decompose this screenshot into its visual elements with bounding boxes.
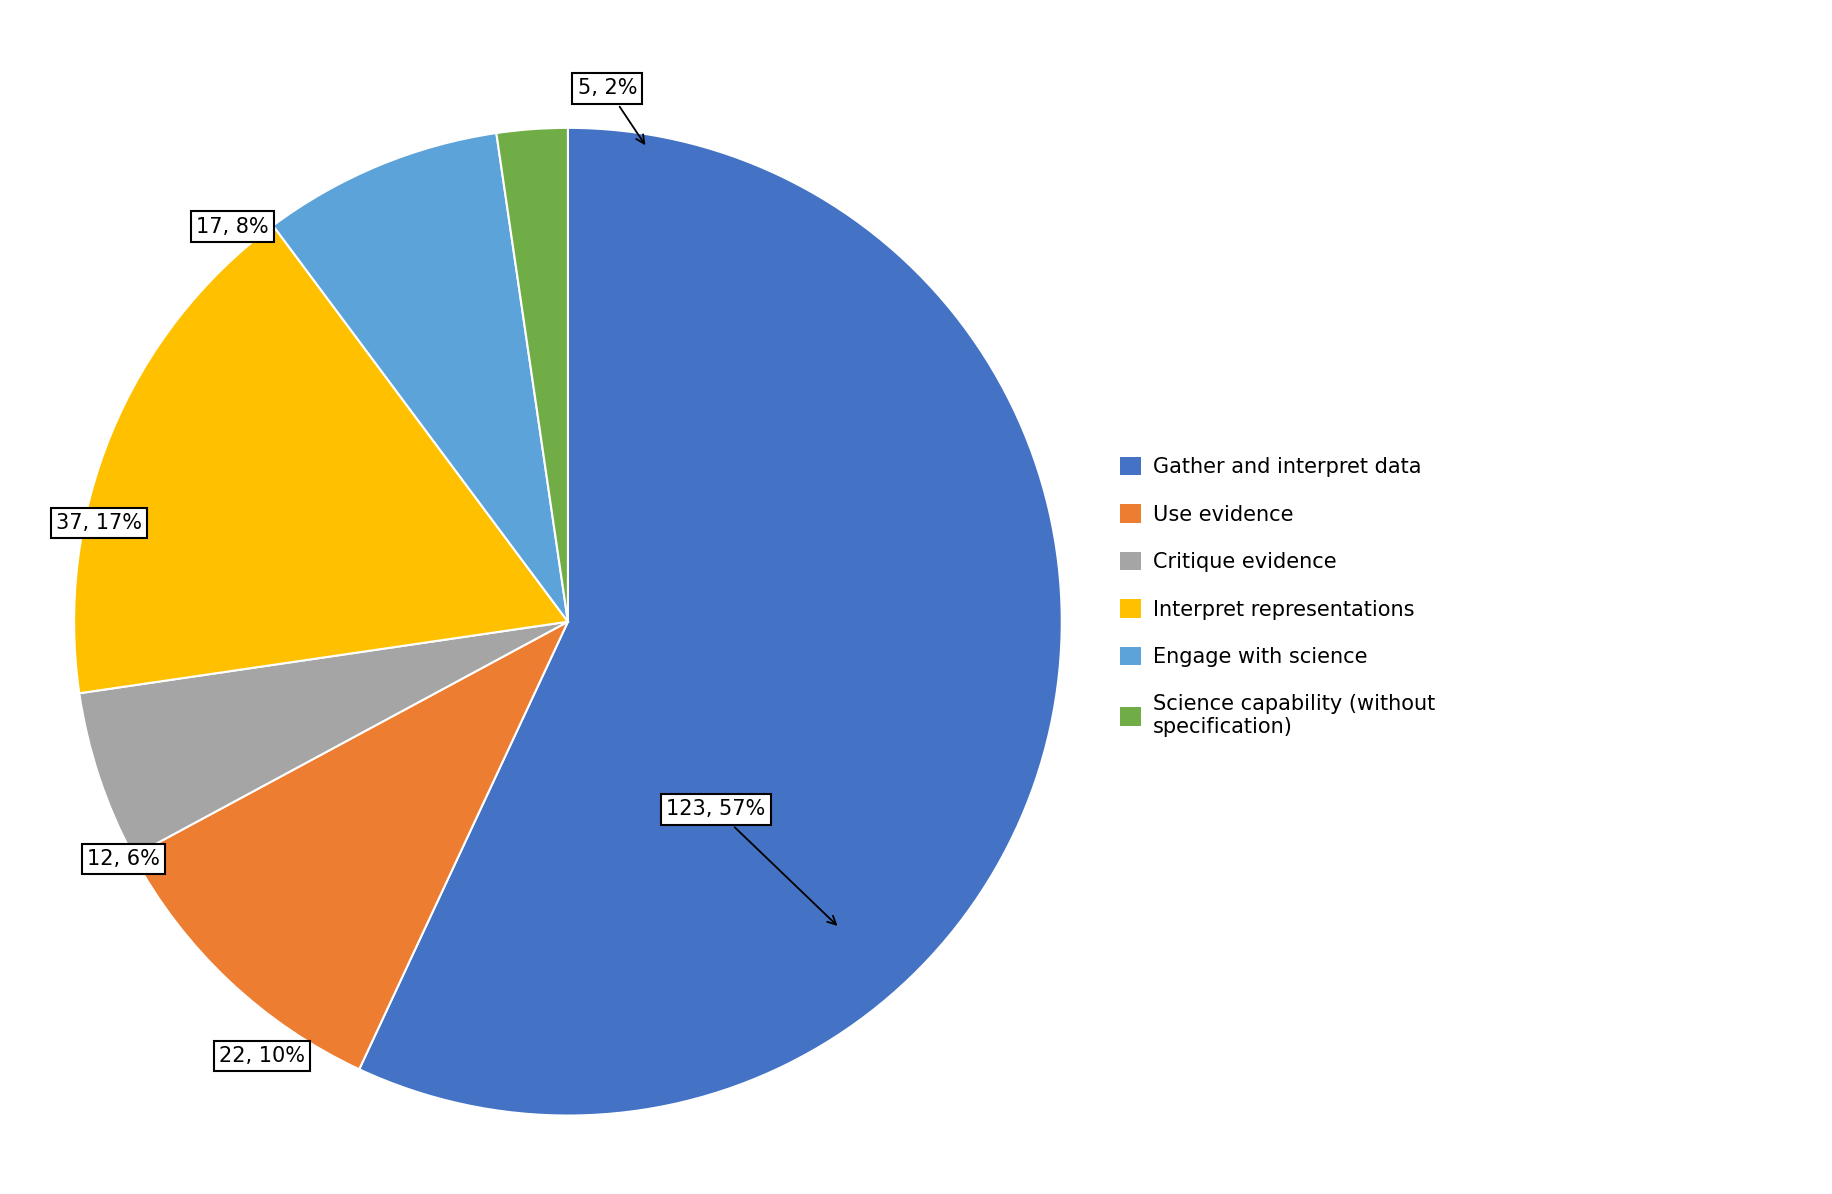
Text: 37, 17%: 37, 17% <box>55 513 141 533</box>
Text: 5, 2%: 5, 2% <box>577 79 645 143</box>
Wedge shape <box>359 128 1063 1115</box>
Text: 12, 6%: 12, 6% <box>88 849 159 869</box>
Text: 22, 10%: 22, 10% <box>218 1046 304 1066</box>
Wedge shape <box>134 622 568 1070</box>
Wedge shape <box>496 128 568 622</box>
Legend: Gather and interpret data, Use evidence, Critique evidence, Interpret representa: Gather and interpret data, Use evidence,… <box>1112 448 1444 746</box>
Text: 17, 8%: 17, 8% <box>196 216 269 236</box>
Wedge shape <box>273 133 568 622</box>
Wedge shape <box>79 622 568 856</box>
Text: 123, 57%: 123, 57% <box>667 799 835 924</box>
Wedge shape <box>73 226 568 694</box>
